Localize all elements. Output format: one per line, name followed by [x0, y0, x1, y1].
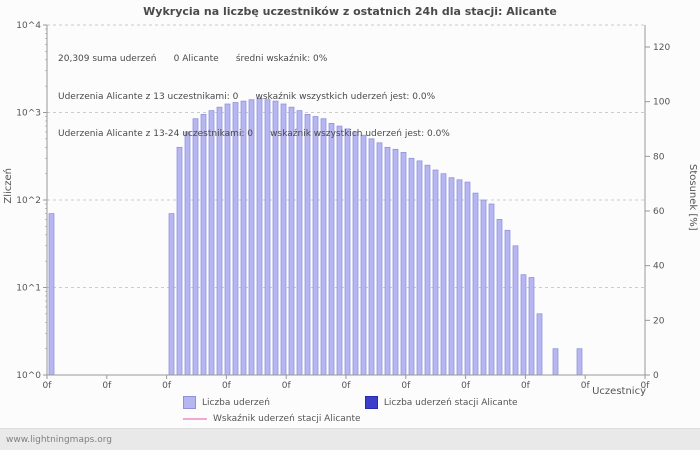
legend-label-station-ratio: Wskaźnik uderzeń stacji Alicante [213, 414, 361, 424]
bar [528, 277, 535, 376]
bar [488, 203, 495, 376]
legend-label-station-strikes: Liczba uderzeń stacji Alicante [383, 397, 518, 408]
bar [456, 179, 463, 376]
bar [408, 157, 415, 376]
legend-item-station-strikes: Liczba uderzeń stacji Alicante [364, 396, 518, 409]
bar [464, 181, 471, 376]
site-watermark: www.lightningmaps.org [6, 434, 112, 445]
y2-tick-label: 0 [653, 371, 659, 381]
bar [352, 131, 359, 376]
legend-label-strikes: Liczba uderzeń [202, 397, 270, 408]
bar [320, 118, 327, 376]
station-ratio-line-icon [183, 418, 207, 420]
x-tick-label: 0f [162, 381, 172, 391]
y2-tick-label: 40 [653, 262, 665, 272]
bar [392, 148, 399, 376]
bar [360, 134, 367, 376]
y2-tick-label: 100 [653, 98, 670, 108]
bar [480, 199, 487, 376]
bar [448, 177, 455, 376]
chart-annotations: 20,309 suma uderzeń 0 Alicante średni ws… [58, 28, 450, 153]
bar [576, 348, 583, 376]
bar [328, 123, 335, 376]
bar [336, 125, 343, 376]
bar [416, 160, 423, 376]
x-tick-label: 0f [521, 381, 531, 391]
bar [184, 131, 191, 376]
footer: www.lightningmaps.org [0, 428, 700, 450]
bar [48, 213, 55, 376]
bar [440, 173, 447, 376]
bar [368, 138, 375, 376]
bar [304, 114, 311, 376]
y2-tick-label: 80 [653, 152, 665, 162]
x-tick-label: 0f [342, 381, 352, 391]
bar [424, 164, 431, 376]
x-tick-label: 0f [401, 381, 411, 391]
bar [376, 142, 383, 376]
station-strikes-swatch-icon [364, 396, 378, 409]
annotation-line-3: Uderzenia Alicante z 13-24 uczestnikami:… [58, 129, 450, 139]
bar [496, 219, 503, 376]
legend-item-strikes: Liczba uderzeń [183, 396, 270, 409]
gridlines [47, 24, 645, 288]
legend-item-station-ratio: Wskaźnik uderzeń stacji Alicante [183, 414, 361, 424]
annotation-line-2: Uderzenia Alicante z 13 uczestnikami: 0 … [58, 91, 436, 102]
strikes-swatch-icon [183, 396, 196, 409]
y-axis-title: Zliczeń [3, 168, 14, 204]
y2-tick-label: 120 [653, 43, 670, 53]
bar [504, 229, 511, 376]
bar [312, 116, 319, 376]
x-tick-label: 0f [641, 381, 651, 391]
x-tick-label: 0f [43, 381, 53, 391]
legend-row-1: Liczba uderzeń Liczba uderzeń stacji Ali… [183, 396, 613, 409]
bar [472, 192, 479, 376]
bar [384, 146, 391, 376]
bar [176, 146, 183, 376]
bar [512, 245, 519, 376]
y2-tick-label: 60 [653, 207, 665, 217]
axes [43, 24, 650, 379]
legend: Liczba uderzeń Liczba uderzeń stacji Ali… [183, 396, 613, 429]
x-tick-label: 0f [282, 381, 292, 391]
bar [432, 169, 439, 376]
bar [192, 118, 199, 376]
annotation-line-1: 20,309 suma uderzeń 0 Alicante średni ws… [58, 54, 328, 64]
bar [200, 114, 207, 376]
y-tick-label: 10^4 [16, 21, 41, 31]
bar [400, 152, 407, 376]
x-tick-label: 0f [581, 381, 591, 391]
x-tick-label: 0f [222, 381, 232, 391]
x-axis-title: Uczestnicy [592, 386, 646, 397]
y2-tick-label: 20 [653, 316, 665, 326]
x-tick-label: 0f [461, 381, 471, 391]
y-tick-label: 10^1 [16, 284, 41, 294]
y-tick-label: 10^0 [16, 371, 41, 381]
bar [520, 274, 527, 376]
y-tick-label: 10^3 [16, 109, 41, 119]
bar [168, 213, 175, 376]
page-title: Wykrycia na liczbę uczestników z ostatni… [143, 5, 557, 18]
y-tick-label: 10^2 [16, 196, 41, 206]
legend-row-2: Wskaźnik uderzeń stacji Alicante [183, 414, 613, 424]
x-tick-label: 0f [102, 381, 112, 391]
bar [536, 313, 543, 376]
bar [552, 348, 559, 376]
bar [344, 128, 351, 376]
y2-axis-title: Stosunek [%] [687, 164, 698, 231]
